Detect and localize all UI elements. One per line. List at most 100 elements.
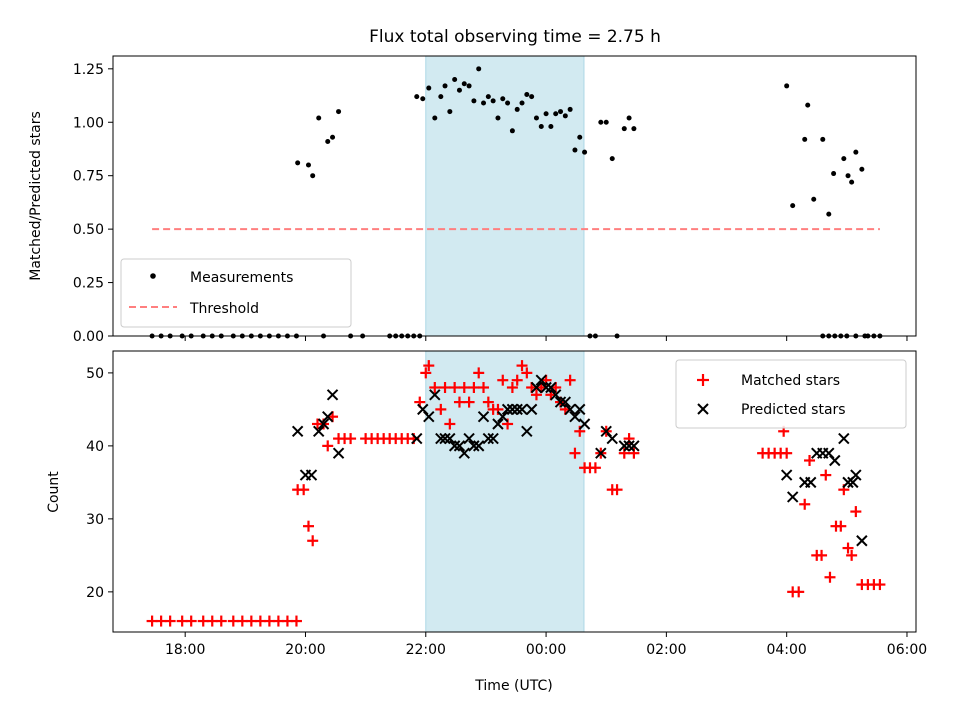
predicted-point <box>482 432 495 445</box>
top-y-tick-label: 0.00 <box>73 329 104 345</box>
measurement-point <box>442 83 448 89</box>
top-highlight-span <box>425 55 585 337</box>
predicted-point <box>463 432 475 445</box>
matched-point <box>842 542 854 554</box>
matched-point <box>458 381 470 393</box>
measurement-point <box>533 115 539 121</box>
measurement-point <box>805 102 811 108</box>
top-legend-box <box>120 258 352 328</box>
legend-matched-marker <box>697 374 709 386</box>
measurement-point <box>582 149 588 155</box>
matched-point <box>874 579 886 591</box>
legend-matched-label: Matched stars <box>741 373 840 389</box>
measurement-point <box>538 124 544 130</box>
predicted-point <box>511 403 523 416</box>
measurement-point <box>603 119 609 125</box>
measurement-point <box>447 109 453 115</box>
measurement-point <box>553 111 559 117</box>
bottom-points-layer <box>146 360 886 627</box>
predicted-point <box>429 389 441 401</box>
measurement-point <box>598 119 604 125</box>
top-points-layer <box>149 66 883 339</box>
predicted-point <box>473 440 485 452</box>
measurement-point <box>621 126 627 132</box>
matched-point <box>345 433 357 445</box>
predicted-point <box>525 403 538 416</box>
predicted-point <box>574 403 586 416</box>
predicted-point <box>313 425 325 437</box>
predicted-point <box>780 469 793 481</box>
matched-point <box>569 447 581 459</box>
measurement-point <box>432 115 438 121</box>
chart-title: Flux total observing time = 2.75 h <box>369 27 661 47</box>
predicted-point <box>501 403 514 416</box>
predicted-point <box>521 425 533 437</box>
bottom-y-tick-label: 50 <box>86 366 104 382</box>
measurement-point <box>456 87 462 93</box>
matched-point <box>298 484 310 496</box>
measurement-point <box>481 100 487 106</box>
predicted-point <box>786 491 799 503</box>
bottom-highlight-span <box>425 350 585 633</box>
matched-point <box>850 506 862 518</box>
matched-point <box>322 440 334 452</box>
measurement-point <box>572 147 578 153</box>
x-tick-label: 04:00 <box>766 642 806 658</box>
measurement-point <box>509 128 515 134</box>
predicted-point <box>623 440 635 452</box>
bottom-panel: 20 30 40 50 18:00 20:00 22:00 00:00 02:00 04:00 06… <box>46 350 927 694</box>
matched-point <box>497 374 509 386</box>
legend-measurements-marker <box>150 273 156 279</box>
measurement-point <box>562 113 568 119</box>
measurement-point <box>476 66 482 72</box>
predicted-point <box>578 418 591 430</box>
predicted-point <box>606 432 618 445</box>
predicted-point <box>322 410 334 423</box>
top-y-tick-label: 1.25 <box>73 62 104 78</box>
x-tick-label: 00:00 <box>526 642 566 658</box>
matched-point <box>589 462 601 474</box>
matched-point <box>449 381 461 393</box>
matched-point <box>468 381 480 393</box>
matched-point <box>781 447 793 459</box>
measurement-point <box>811 196 817 202</box>
predicted-point <box>847 476 859 489</box>
matched-point <box>482 396 494 408</box>
x-tick-label: 20:00 <box>285 642 325 658</box>
predicted-point <box>458 447 470 459</box>
matched-point <box>564 374 576 386</box>
matched-point <box>820 469 832 481</box>
predicted-point <box>291 425 304 437</box>
measurement-point <box>330 134 336 140</box>
x-tick-label: 18:00 <box>165 642 205 658</box>
predicted-point <box>540 381 552 394</box>
predicted-point <box>595 447 607 459</box>
matched-point <box>793 586 805 598</box>
predicted-point <box>444 432 456 445</box>
measurement-point <box>853 149 859 155</box>
predicted-point <box>435 432 447 445</box>
predicted-point <box>554 396 567 408</box>
measurement-point <box>305 162 311 168</box>
top-y-axis-label: Matched/Predicted stars <box>28 111 44 281</box>
legend-measurements-label: Measurements <box>190 270 293 286</box>
predicted-point <box>477 410 490 423</box>
predicted-point <box>569 410 581 423</box>
matched-point <box>429 381 441 393</box>
bottom-y-tick-label: 20 <box>86 585 104 601</box>
x-tick-label: 02:00 <box>646 642 686 658</box>
predicted-point <box>317 418 330 430</box>
measurement-point <box>790 203 796 209</box>
predicted-point <box>564 403 576 416</box>
measurement-point <box>485 94 491 100</box>
measurement-point <box>543 111 549 117</box>
measurement-point <box>859 166 865 172</box>
predicted-point <box>549 389 562 401</box>
measurement-point <box>461 81 467 87</box>
predicted-point <box>559 396 572 408</box>
measurement-point <box>426 85 432 91</box>
x-tick-label: 22:00 <box>406 642 446 658</box>
measurement-point <box>831 171 837 177</box>
measurement-point <box>802 136 808 142</box>
measurement-point <box>438 94 444 100</box>
